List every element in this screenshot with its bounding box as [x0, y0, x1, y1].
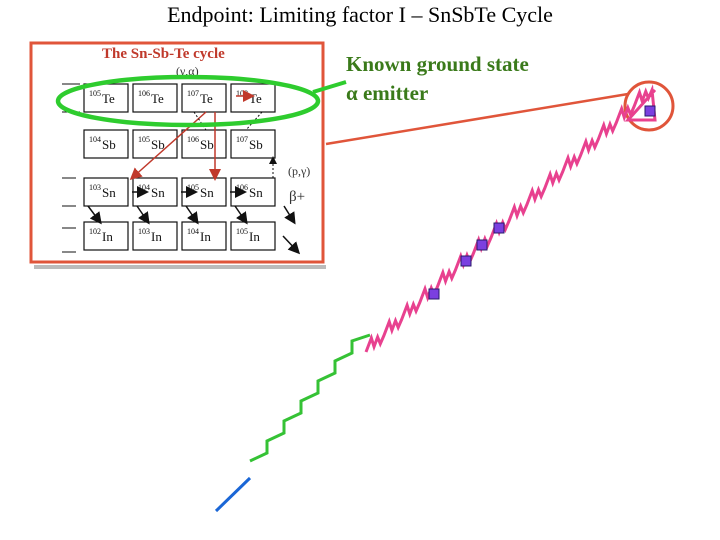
endpoint-circle — [623, 80, 675, 132]
arrow-beta — [87, 205, 102, 225]
nuclide-mass: 106 — [236, 183, 248, 192]
inset-title: The Sn-Sb-Te cycle — [102, 46, 225, 62]
path-green-segment — [249, 333, 371, 463]
nuclide-symbol: In — [249, 229, 260, 244]
nuclide-symbol: In — [151, 229, 162, 244]
nuclide-cell — [181, 83, 227, 113]
marker-group — [428, 105, 656, 300]
green-connector — [312, 80, 347, 94]
nuclide-marker — [493, 222, 505, 234]
nuclide-mass: 107 — [236, 135, 248, 144]
nuclide-mass: 105 — [138, 135, 150, 144]
path-blue-segment — [214, 476, 252, 513]
inset-figure: The Sn-Sb-Te cycle (γ,α) (p,γ) β+ 105 Te 1… — [29, 41, 326, 269]
nuclide-mass: 104 — [187, 227, 199, 236]
nuclide-symbol: Sb — [102, 137, 116, 152]
nuclide-cell — [83, 129, 129, 159]
arrow-decay — [282, 235, 301, 255]
path-pink-segment — [364, 84, 657, 353]
nuclide-symbol: Sn — [200, 185, 214, 200]
nuclide-cell — [230, 221, 276, 251]
nuclide-symbol: In — [200, 229, 211, 244]
nuclide-cell — [83, 177, 129, 207]
label-beta-plus: β+ — [289, 189, 305, 205]
callout-line-2-text: emitter — [357, 81, 429, 105]
arrow-beta — [283, 205, 296, 225]
callout-line-1: Known ground state — [346, 52, 529, 76]
nuclide-marker — [644, 105, 656, 117]
nuclide-symbol: Sb — [249, 137, 263, 152]
nuclide-mass: 105 — [236, 227, 248, 236]
nuclide-symbol: Sb — [151, 137, 165, 152]
nuclide-mass: 105 — [89, 89, 101, 98]
slide-title: Endpoint: Limiting factor I – SnSbTe Cyc… — [167, 2, 553, 27]
nuclide-symbol: Sb — [200, 137, 214, 152]
nuclide-mass: 104 — [89, 135, 101, 144]
nuclide-cell — [181, 129, 227, 159]
arrow-beta — [234, 205, 248, 225]
nuclide-mass: 108 — [236, 89, 248, 98]
nuclide-cell — [132, 221, 178, 251]
nuclide-marker — [460, 255, 472, 267]
nuclide-mass: 102 — [89, 227, 101, 236]
nuclide-symbol: Sn — [249, 185, 263, 200]
nuclide-mass: 107 — [187, 89, 199, 98]
nuclide-cell — [230, 129, 276, 159]
nuclide-cell — [83, 221, 129, 251]
nuclide-symbol: Te — [200, 91, 213, 106]
alpha-symbol: α — [346, 81, 358, 105]
callout-text: Known ground state α emitter — [346, 50, 529, 108]
nuclide-mass: 105 — [187, 183, 199, 192]
nuclide-mass: 103 — [89, 183, 101, 192]
nuclide-cell — [181, 221, 227, 251]
inset-shadow — [34, 265, 326, 269]
callout-line-2: α emitter — [346, 79, 529, 108]
nuclide-symbol: Te — [249, 91, 262, 106]
nuclide-cell — [132, 83, 178, 113]
nuclide-symbol: Te — [102, 91, 115, 106]
nuclide-marker — [476, 239, 488, 251]
arrow-beta — [136, 205, 150, 225]
nuclide-mass: 106 — [138, 89, 150, 98]
arrow-beta — [185, 205, 199, 225]
nuclide-symbol: In — [102, 229, 113, 244]
nuclide-mass: 106 — [187, 135, 199, 144]
nuclide-mass: 104 — [138, 183, 150, 192]
nuclide-mass: 103 — [138, 227, 150, 236]
label-p-gamma: (p,γ) — [288, 164, 310, 178]
nuclide-marker — [428, 288, 440, 300]
label-gamma-alpha: (γ,α) — [176, 64, 199, 78]
nuclide-symbol: Sn — [151, 185, 165, 200]
nuclide-symbol: Te — [151, 91, 164, 106]
callout-line — [325, 92, 629, 146]
highlight-ellipse — [55, 74, 321, 128]
nuclide-symbol: Sn — [102, 185, 116, 200]
